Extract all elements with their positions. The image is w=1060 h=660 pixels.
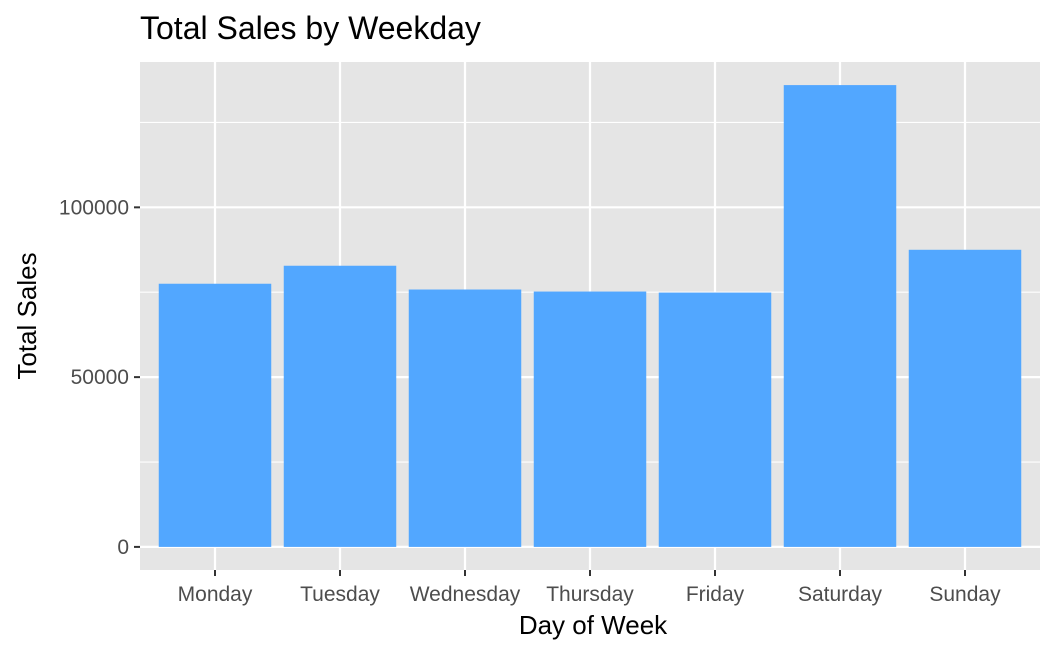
bar-tuesday: Tuesday: 82800 bbox=[283, 265, 397, 547]
y-tick-label: 100000 bbox=[59, 196, 129, 219]
bar-sunday: Sunday: 87500 bbox=[908, 249, 1022, 547]
y-tick-label: 50000 bbox=[71, 366, 129, 389]
x-tick-label: Saturday bbox=[798, 583, 883, 606]
x-tick-label: Sunday bbox=[929, 583, 1001, 606]
bar-wednesday: Wednesday: 75800 bbox=[408, 289, 522, 547]
chart-title: Total Sales by Weekday bbox=[140, 10, 481, 46]
bar-thursday: Thursday: 75200 bbox=[533, 291, 647, 547]
x-tick-label: Monday bbox=[178, 583, 253, 606]
y-axis: 0 50000 100000 bbox=[59, 196, 140, 559]
bar-friday: Friday: 74900 bbox=[658, 292, 772, 547]
x-axis: Monday Tuesday Wednesday Thursday Friday Satu… bbox=[178, 570, 1001, 606]
bar-saturday: Saturday: 136000 bbox=[783, 85, 897, 547]
x-tick-label: Tuesday bbox=[300, 583, 380, 606]
y-axis-title: Total Sales bbox=[12, 252, 42, 379]
x-tick-label: Thursday bbox=[546, 583, 634, 606]
y-tick-label: 0 bbox=[117, 536, 129, 559]
x-tick-label: Wednesday bbox=[410, 583, 521, 606]
bar-series: Monday: 77500Tuesday: 82800Wednesday: 75… bbox=[158, 85, 1022, 547]
x-tick-label: Friday bbox=[686, 583, 745, 606]
x-axis-title: Day of Week bbox=[519, 610, 668, 640]
bar-monday: Monday: 77500 bbox=[158, 283, 272, 547]
